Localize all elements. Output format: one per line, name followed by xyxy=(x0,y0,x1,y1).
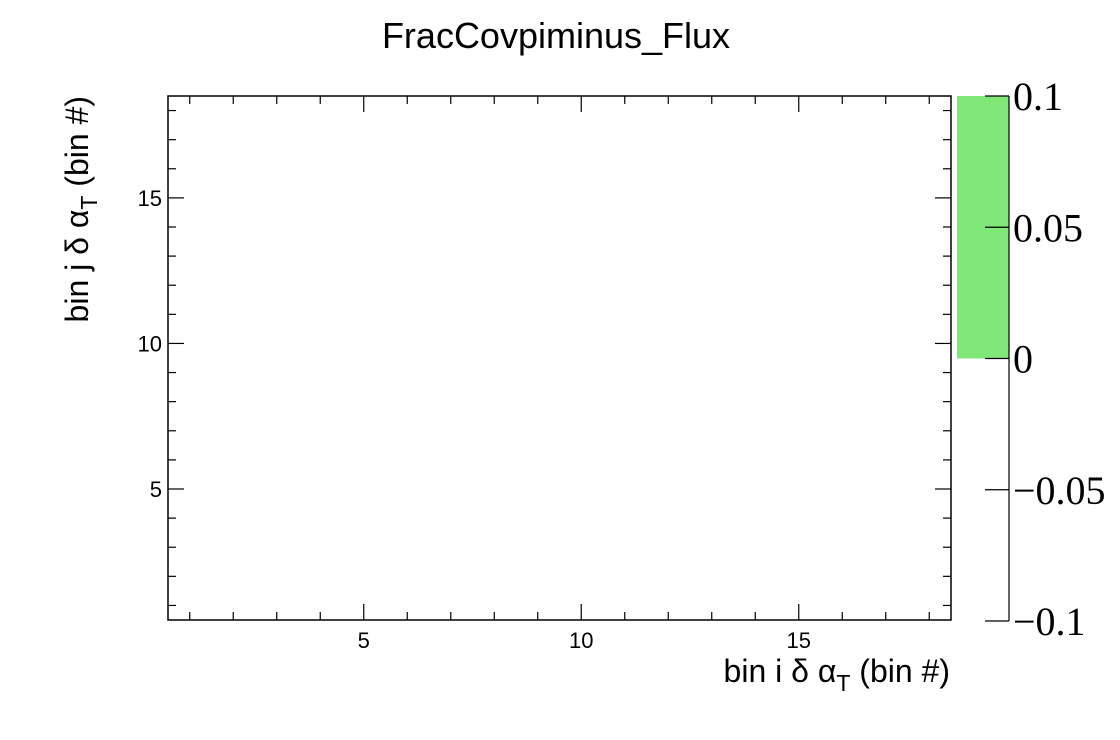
axis-ticks: 5 10 15 5 10 15 xyxy=(138,96,951,653)
palette-tick-label: −0.05 xyxy=(1013,468,1106,513)
x-tick-label: 5 xyxy=(358,628,370,653)
chart-title-box xyxy=(345,10,775,68)
y-axis-label: bin j δ αT (bin #) xyxy=(59,96,102,322)
palette-tick-label: 0.05 xyxy=(1013,205,1083,250)
palette-ticks: 0.1 0.05 0 −0.05 −0.1 xyxy=(985,74,1106,644)
palette-tick-label: −0.1 xyxy=(1013,599,1086,644)
x-tick-label: 15 xyxy=(787,628,811,653)
plot-frame xyxy=(167,95,952,621)
x-axis-label: bin i δ αT (bin #) xyxy=(724,653,950,696)
chart-title: FracCovpiminus_Flux xyxy=(382,15,730,56)
palette-tick-label: 0.1 xyxy=(1013,74,1063,119)
y-tick-label: 10 xyxy=(138,331,162,356)
palette-tick-label: 0 xyxy=(1013,337,1033,382)
y-tick-label: 5 xyxy=(150,477,162,502)
y-tick-label: 15 xyxy=(138,186,162,211)
x-tick-label: 10 xyxy=(569,628,593,653)
